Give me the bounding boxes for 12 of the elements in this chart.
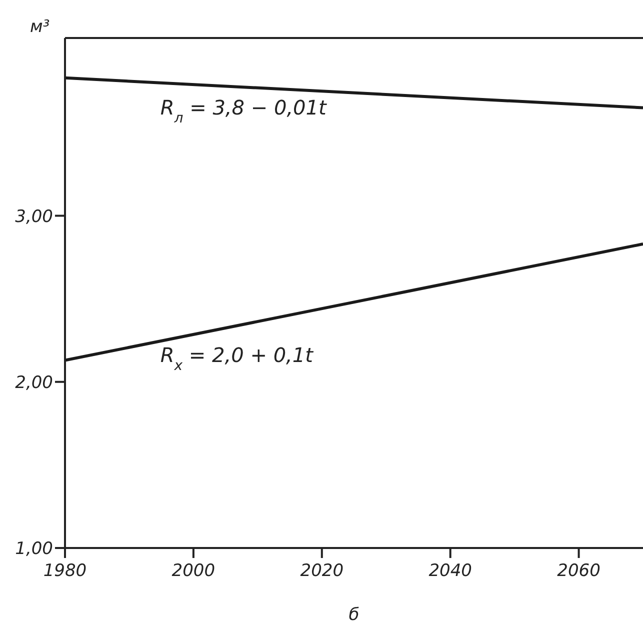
x-tick-label: 2020 [300, 561, 344, 582]
annotation: R$_{x}$ = 2,0 + 0,1t [160, 342, 314, 374]
x-tick-label: 2040 [428, 561, 472, 582]
x-tick-label: 2000 [172, 561, 216, 582]
x-tick-label: 1980 [43, 561, 87, 582]
y-tick-label: 3,00 [15, 206, 53, 227]
y-tick-label: 2,00 [15, 372, 53, 393]
annotation: R$_{л}$ = 3,8 − 0,01t [160, 96, 328, 126]
x-tick-label: 2060 [557, 561, 600, 582]
y-axis-title: м³ [30, 17, 50, 37]
y-tick-label: 1,00 [15, 539, 53, 560]
x-axis-title: б [348, 605, 360, 625]
